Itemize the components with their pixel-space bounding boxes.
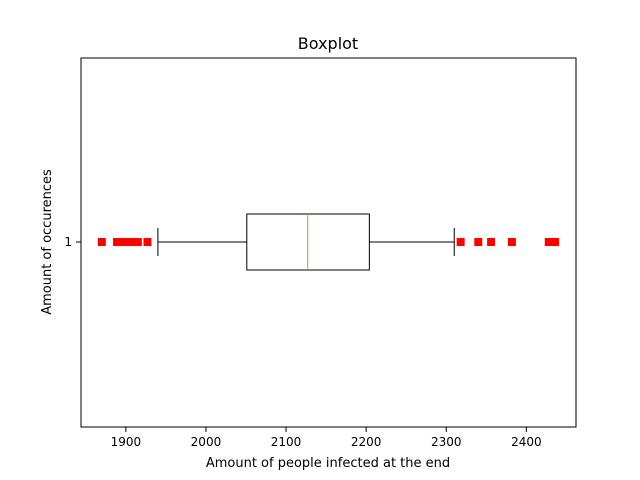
outlier-point (133, 238, 142, 246)
outlier-point (121, 238, 130, 246)
x-axis-label: Amount of people infected at the end (206, 456, 450, 471)
y-axis-label: Amount of occurences (40, 169, 55, 315)
outlier-point (507, 238, 516, 246)
x-tick-label: 2100 (271, 435, 302, 449)
x-tick-label: 1900 (111, 435, 142, 449)
outlier-point (143, 238, 152, 246)
y-tick-label: 1 (64, 235, 72, 249)
outlier-point (97, 238, 106, 246)
x-tick-label: 2000 (191, 435, 222, 449)
x-tick-label: 2200 (351, 435, 382, 449)
outlier-point (125, 238, 134, 246)
chart-title: Boxplot (298, 34, 358, 53)
x-tick-label: 2300 (431, 435, 462, 449)
plot-area: 1900 2000 2100 2200 2300 2400 1 (64, 57, 577, 449)
outlier-point (487, 238, 496, 246)
outlier-point (113, 238, 122, 246)
outlier-point (551, 238, 560, 246)
outlier-point (456, 238, 465, 246)
outlier-point (117, 238, 126, 246)
outlier-point (474, 238, 483, 246)
outlier-point (544, 238, 553, 246)
x-tick-label: 2400 (511, 435, 542, 449)
